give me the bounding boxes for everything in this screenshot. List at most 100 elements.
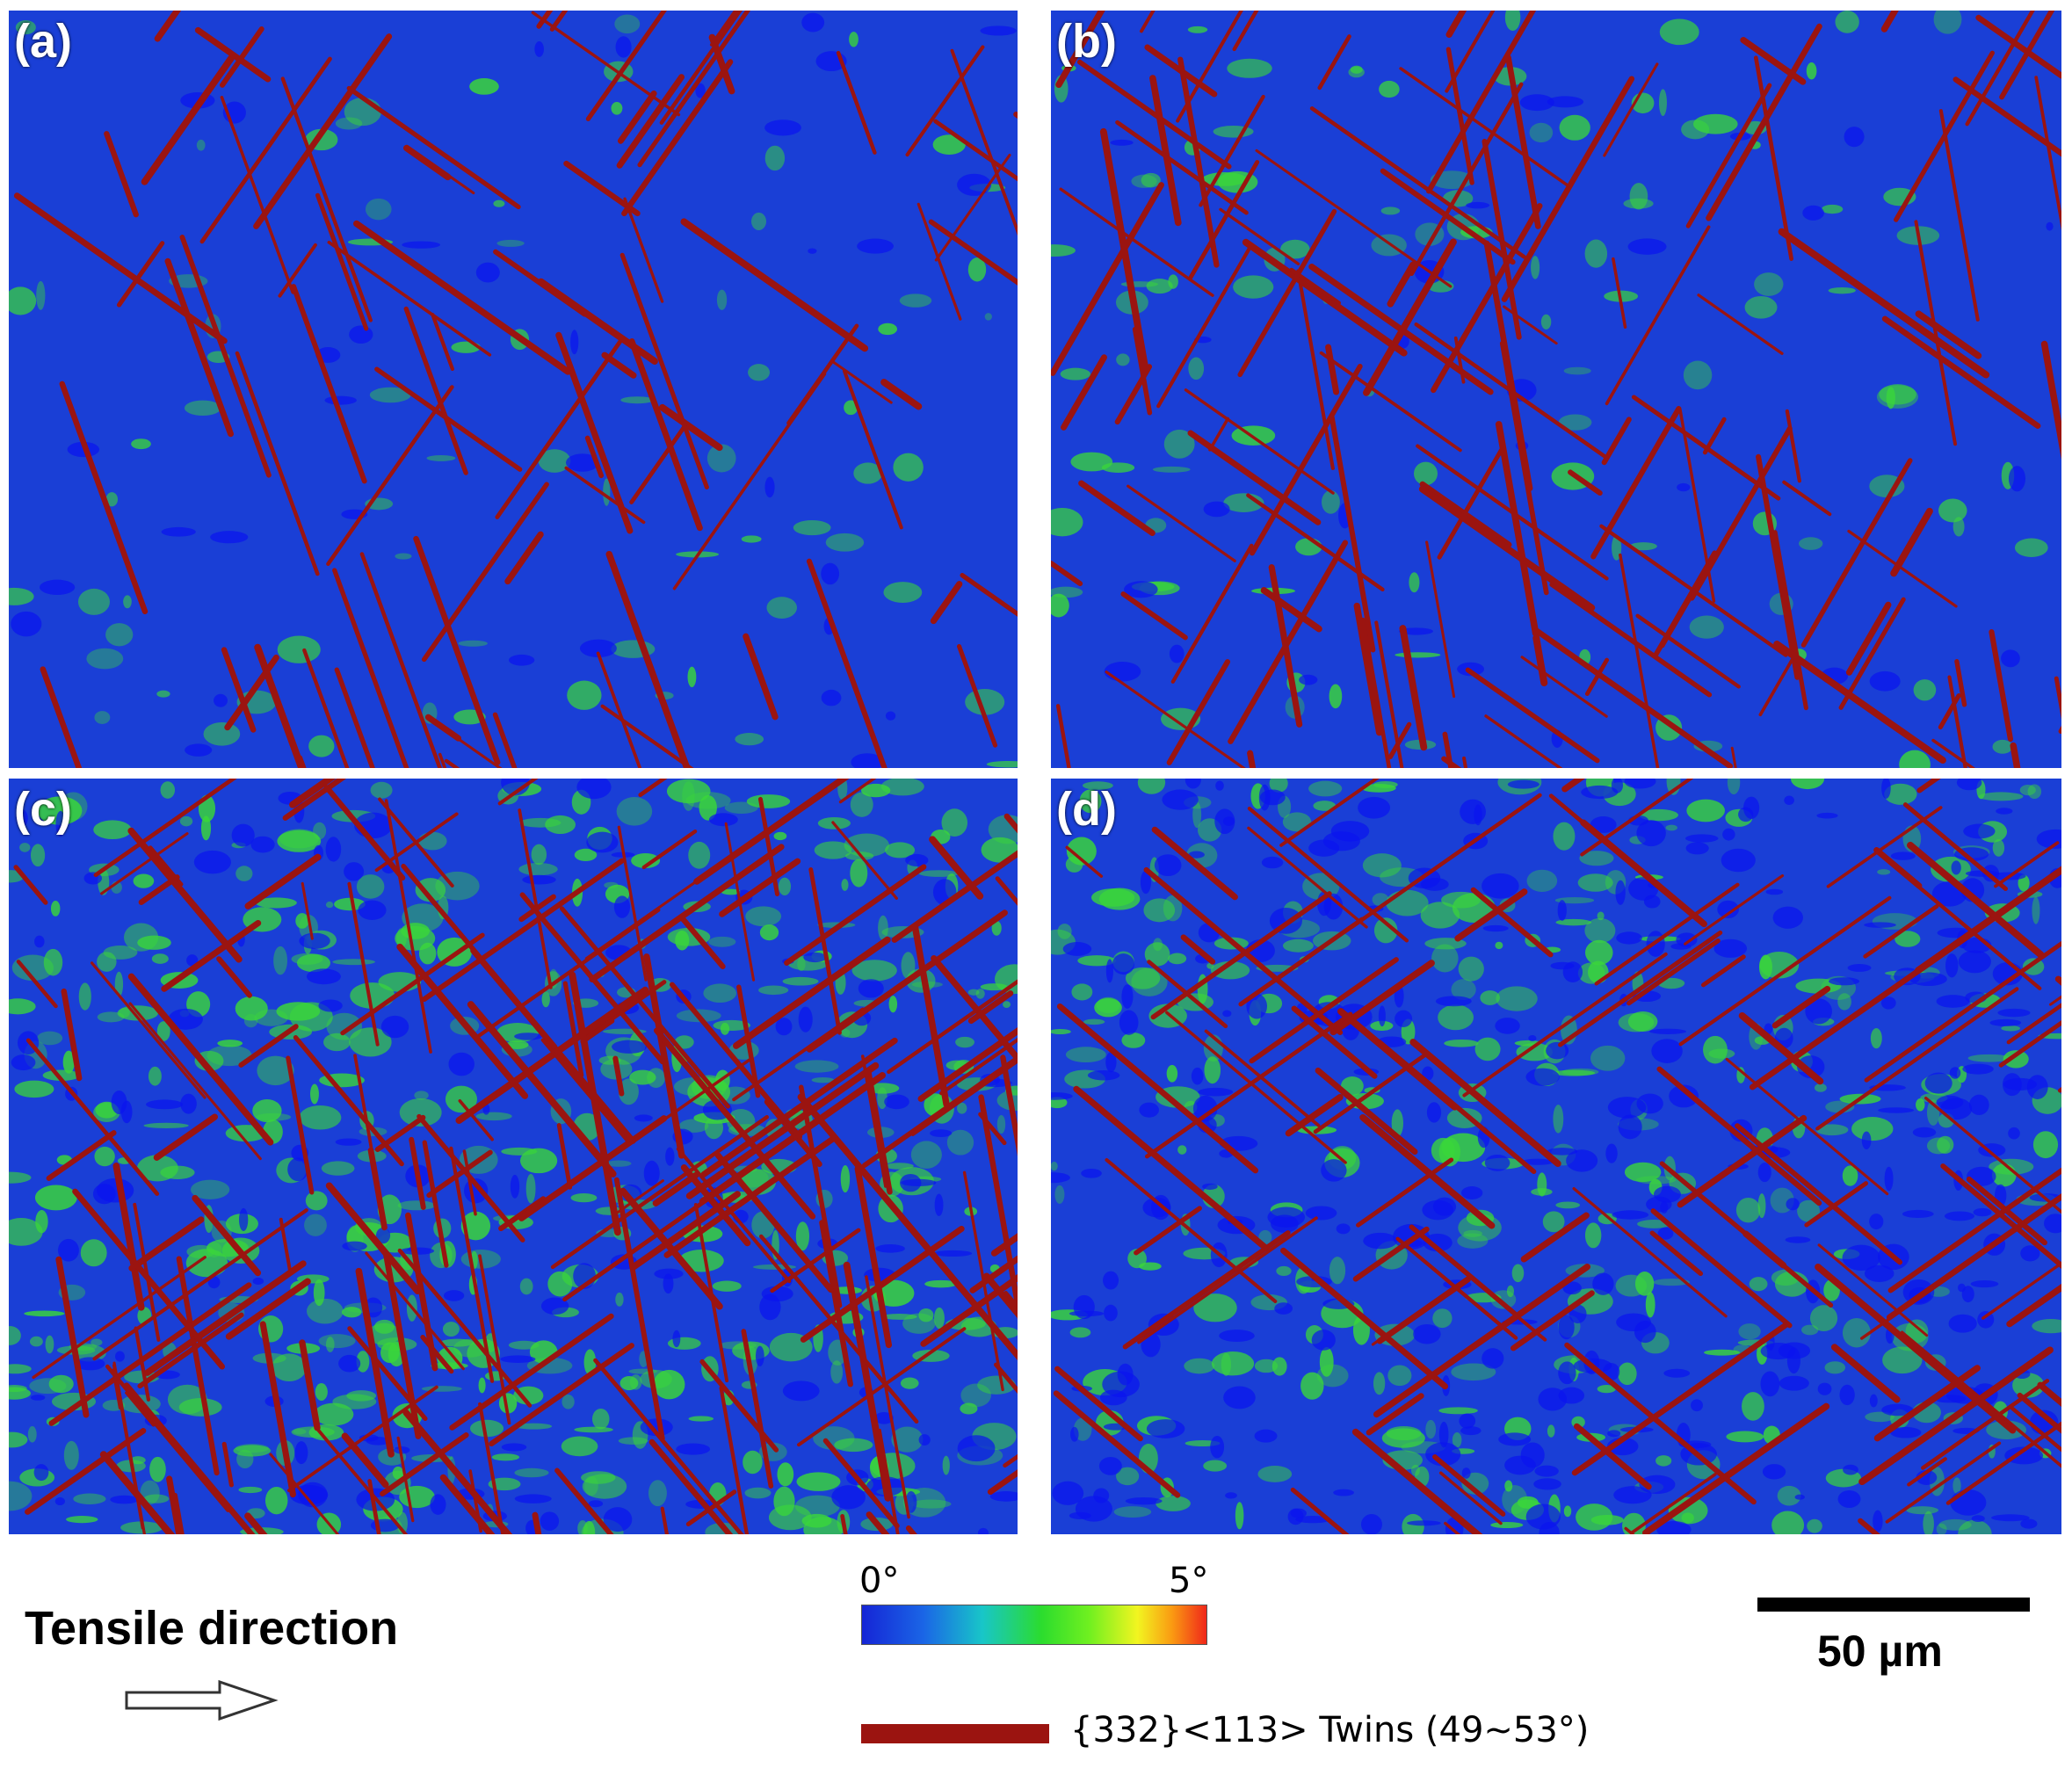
kam-low-region [1636,1093,1663,1114]
kam-green-region [1233,275,1274,299]
kam-low-region [1360,1513,1382,1534]
kam-green-region [50,901,61,917]
kam-low-region [110,1495,139,1504]
twin-lamella [733,936,891,1049]
kam-green-region [1066,837,1097,866]
kam-green-region [957,1102,967,1114]
twin-lamella [652,1171,699,1206]
kam-green-region [699,794,717,821]
kam-green-region [1814,1083,1827,1092]
kam-low-region [801,12,825,33]
twin-lamella [478,1254,511,1425]
twin-lamella [346,85,521,210]
kam-green-region [1444,1039,1479,1047]
twin-lamella [244,1512,268,1534]
kam-green-region [1958,1519,1992,1534]
kam-green-region [616,796,653,826]
twin-lamella [340,932,485,1036]
twin-lamella [420,1334,454,1374]
kam-green-region [688,841,711,869]
twin-lamella [299,1339,321,1431]
twin-lamella [1051,561,1083,587]
kam-green-region [1451,979,1476,1000]
twin-lamella [1725,1057,1889,1196]
twin-lamella [1938,109,1980,322]
twin-lamella [1319,351,1462,453]
twin-lamella [732,1007,865,1102]
kam-low-region [1721,848,1756,873]
kam-green-region [653,1369,685,1400]
kam-low-region [1643,895,1661,909]
kam-green-region [1629,183,1648,210]
ebsd-kam-map-c: (c) [9,779,1018,1534]
kam-low-region [663,1273,674,1294]
twin-lamella [1573,1423,1652,1490]
twin-lamella [518,808,553,989]
twin-lamella [1931,738,1976,768]
twin-lamella [2006,1003,2061,1045]
kam-green-region [439,1338,475,1347]
kam-green-region [1329,684,1343,709]
kam-green-region [1116,1467,1140,1486]
kam-green-region [1579,851,1614,866]
twin-lamella [1890,507,1933,577]
kam-low-region [1816,812,1838,819]
kam-green-region [1584,1222,1602,1249]
kam-green-region [1269,779,1288,793]
kam-green-region [160,781,176,799]
kam-green-region [9,1431,28,1448]
twin-lamella [836,50,877,155]
kam-green-region [1280,239,1310,259]
kam-green-region [399,1098,442,1127]
kam-green-region [1203,1460,1228,1472]
kam-green-region [184,400,221,417]
kam-green-region [1937,1135,1954,1154]
kam-green-region [1542,1211,1565,1233]
kam-green-region [9,1326,21,1345]
kam-green-region [591,1408,610,1430]
twin-lamella [987,1469,1018,1496]
twin-lamella [555,331,634,534]
kam-green-region [519,1148,558,1174]
kam-green-region [1584,239,1608,268]
kam-low-region [586,831,619,853]
twin-lamella [112,1163,145,1311]
kam-green-region [1051,507,1083,537]
kam-green-region [1077,955,1117,967]
kam-green-region [151,953,169,964]
kam-green-region [206,1242,222,1258]
kam-low-region [1991,1514,2030,1522]
kam-green-region [238,1486,263,1494]
twin-lamella [840,1513,848,1534]
kam-low-region [1566,1149,1598,1172]
twin-lamella [431,313,454,372]
kam-green-region [1659,18,1699,46]
twin-lamella [1122,1230,1291,1350]
kam-low-region [1878,1107,1915,1113]
kam-green-region [1597,911,1605,921]
twin-lamella [1232,11,1259,52]
kam-green-region [1882,1346,1923,1374]
kam-green-region [1188,357,1205,380]
twin-lamella [1329,414,1376,653]
kam-green-region [255,897,297,909]
kam-low-region [1784,795,1794,806]
twin-lamella [1907,841,2045,959]
kam-green-region [1531,256,1540,279]
kam-green-region [881,1313,917,1320]
kam-low-region [1215,780,1224,791]
kam-green-region [37,796,83,825]
kam-low-region [957,173,992,196]
twin-lamella [46,1130,117,1181]
kam-low-region [1202,1183,1218,1190]
scale-bar [1757,1598,2030,1612]
kam-low-region [1786,1347,1800,1374]
twin-lamella [1921,1379,2050,1470]
kam-green-region [744,1487,772,1499]
twin-lamella [1065,845,1104,878]
kam-green-region [178,1398,222,1417]
kam-green-region [583,1349,597,1375]
kam-low-region [1607,1430,1621,1438]
kam-green-region [900,1377,919,1389]
twin-lamella [569,971,621,1236]
